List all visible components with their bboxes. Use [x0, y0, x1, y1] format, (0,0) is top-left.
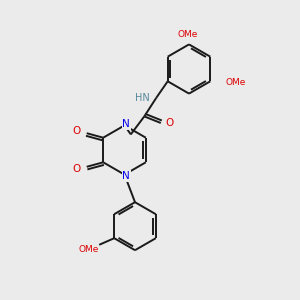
Text: OMe: OMe — [226, 78, 246, 87]
Text: OMe: OMe — [177, 30, 198, 39]
Text: O: O — [73, 164, 81, 174]
Text: O: O — [165, 118, 173, 128]
Text: OMe: OMe — [79, 245, 99, 254]
Text: HN: HN — [135, 93, 150, 103]
Text: N: N — [122, 119, 130, 129]
Text: O: O — [73, 126, 81, 136]
Text: N: N — [122, 171, 130, 181]
